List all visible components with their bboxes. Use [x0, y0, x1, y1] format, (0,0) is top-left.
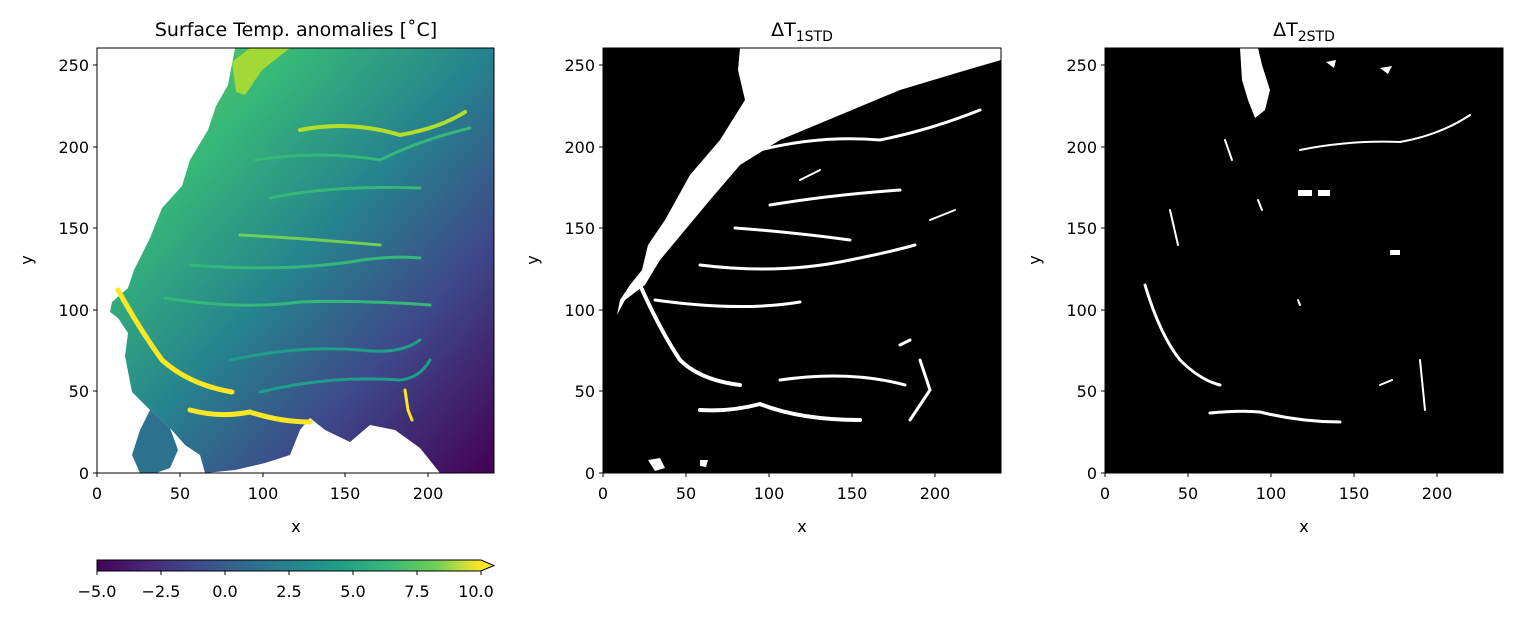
mask2-ytick-label: 0 [1087, 464, 1097, 483]
colorbar-extend-arrow [481, 560, 494, 571]
colorbar-tick-label: 2.5 [276, 582, 301, 601]
mask2-x-label: x [1299, 517, 1308, 536]
mask2-y-label: y [1025, 255, 1044, 264]
colorbar-tick-label: 0.0 [212, 582, 237, 601]
mask1-xtick-label: 0 [598, 484, 608, 503]
mask2-ridges [1143, 114, 1471, 424]
mask2-xtick-label: 100 [1256, 484, 1287, 503]
anomaly-xtick-label: 150 [330, 484, 361, 503]
panel-2std: 0 50 100 150 200 0 50 100 150 200 250 ΔT… [1025, 19, 1504, 536]
anomaly-field [110, 48, 494, 473]
mask1-title-main: ΔT [771, 19, 796, 41]
colorbar-ticks: −5.0 −2.5 0.0 2.5 5.0 7.5 10.0 [78, 571, 494, 601]
mask1-ytick-label: 100 [564, 301, 595, 320]
mask2-ytick-label: 50 [1077, 382, 1097, 401]
mask1-title: ΔT1STD [771, 19, 833, 45]
anomaly-ytick-label: 100 [58, 301, 89, 320]
mask2-xtick-label: 200 [1422, 484, 1453, 503]
mask1-ridges [638, 108, 982, 422]
mask2-title: ΔT2STD [1273, 19, 1335, 45]
mask1-xtick-label: 100 [754, 484, 785, 503]
panel-anomalies: 0 50 100 150 200 0 50 100 150 200 250 Su… [17, 19, 496, 601]
colorbar-tick-label: 5.0 [340, 582, 365, 601]
anomaly-ytick-label: 200 [58, 138, 89, 157]
anomaly-ytick-label: 50 [69, 382, 89, 401]
anomaly-x-ticks: 0 50 100 150 200 [92, 473, 443, 503]
colorbar-tick-label: −5.0 [78, 582, 117, 601]
mask2-y-ticks: 0 50 100 150 200 250 [1066, 56, 1105, 483]
mask2-xtick-label: 50 [1178, 484, 1198, 503]
anomaly-field-cove [132, 410, 178, 473]
mask1-ytick-label: 200 [564, 138, 595, 157]
anomaly-xtick-label: 0 [92, 484, 102, 503]
colorbar: −5.0 −2.5 0.0 2.5 5.0 7.5 10.0 [78, 559, 496, 601]
mask2-ytick-label: 200 [1066, 138, 1097, 157]
mask1-x-label: x [797, 517, 806, 536]
anomaly-y-label: y [17, 255, 36, 264]
mask1-features [617, 48, 1001, 471]
mask2-x-ticks: 0 50 100 150 200 [1100, 473, 1452, 503]
mask2-title-main: ΔT [1273, 19, 1298, 41]
anomaly-xtick-label: 200 [413, 484, 444, 503]
mask2-features [1240, 48, 1400, 255]
anomaly-ytick-label: 0 [79, 464, 89, 483]
mask2-background [1105, 48, 1503, 473]
anomaly-heatmap [97, 48, 494, 473]
mask1-y-label: y [523, 255, 542, 264]
anomaly-title: Surface Temp. anomalies [˚C] [155, 19, 437, 41]
mask1-ytick-label: 150 [564, 219, 595, 238]
anomaly-yellow-zone [232, 48, 290, 95]
mask2-ytick-label: 150 [1066, 219, 1097, 238]
anomaly-x-label: x [291, 517, 300, 536]
mask1-xtick-label: 150 [837, 484, 868, 503]
anomaly-y-ticks: 0 50 100 150 200 250 [58, 56, 97, 483]
mask1-ytick-label: 50 [575, 382, 595, 401]
anomaly-ridges [115, 110, 472, 425]
mask2-axes-frame [1104, 47, 1504, 474]
mask2-ytick-label: 250 [1066, 56, 1097, 75]
mask1-title-sub: 1STD [796, 29, 833, 45]
anomaly-axes-frame [96, 47, 495, 474]
mask2-ytick-label: 100 [1066, 301, 1097, 320]
mask2-title-sub: 2STD [1298, 29, 1335, 45]
mask1-ytick-label: 250 [564, 56, 595, 75]
mask1-axes-frame [602, 47, 1002, 474]
colorbar-tick-label: 10.0 [458, 582, 494, 601]
mask2-xtick-label: 150 [1339, 484, 1370, 503]
colorbar-tick-label: 7.5 [404, 582, 429, 601]
anomaly-ytick-label: 150 [58, 219, 89, 238]
mask1-ytick-label: 0 [585, 464, 595, 483]
mask1-x-ticks: 0 50 100 150 200 [598, 473, 950, 503]
colorbar-tick-label: −2.5 [142, 582, 181, 601]
anomaly-xtick-label: 100 [248, 484, 279, 503]
anomaly-xtick-label: 50 [170, 484, 190, 503]
anomaly-ytick-label: 250 [58, 56, 89, 75]
colorbar-gradient [97, 560, 481, 571]
panel-1std: 0 50 100 150 200 0 50 100 150 200 250 ΔT… [523, 19, 1002, 536]
mask2-xtick-label: 0 [1100, 484, 1110, 503]
mask1-xtick-label: 200 [920, 484, 951, 503]
mask1-y-ticks: 0 50 100 150 200 250 [564, 56, 603, 483]
mask1-xtick-label: 50 [676, 484, 696, 503]
